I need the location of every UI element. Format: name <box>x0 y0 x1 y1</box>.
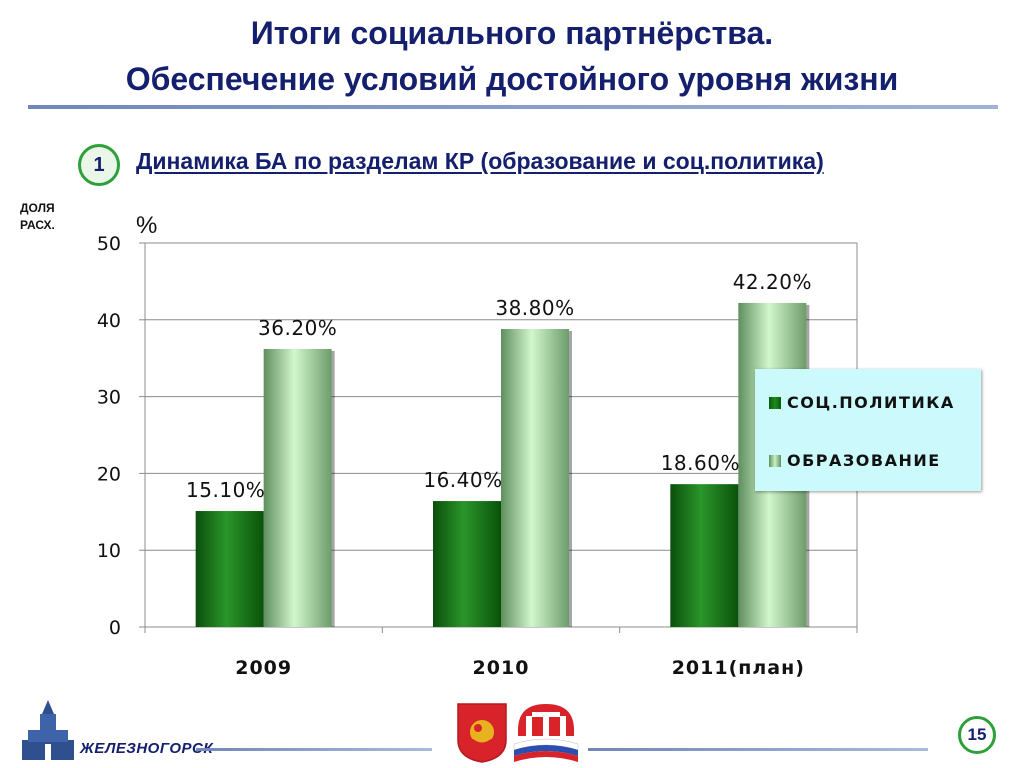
share-label-line2: РАСХ. <box>20 218 55 232</box>
y-tick-label: 0 <box>109 617 121 639</box>
data-label-soc-politika: 18.60% <box>661 451 740 475</box>
kremlin-tower-logo <box>22 700 74 760</box>
data-label-soc-politika: 16.40% <box>423 468 502 492</box>
y-tick-label: 30 <box>97 387 121 409</box>
legend-label-obrazovanie: ОБРАЗОВАНИЕ <box>787 451 941 470</box>
page-title-line1: Итоги социального партнёрства. <box>250 15 774 51</box>
city-name: ЖЕЛЕЗНОГОРСК <box>80 740 214 757</box>
data-label-soc-politika: 15.10% <box>186 478 265 502</box>
y-axis-unit: % <box>136 212 158 239</box>
legend-swatch-dark <box>769 397 781 409</box>
bar-soc-politika <box>195 511 264 627</box>
title-divider <box>28 105 998 109</box>
share-label-line1: ДОЛЯ <box>20 201 55 215</box>
page-number-badge: 15 <box>958 716 996 754</box>
x-category-label: 2011(план) <box>672 657 805 679</box>
section-title: Динамика БА по разделам КР (образование … <box>136 148 824 174</box>
legend-item-soc-politika: СОЦ.ПОЛИТИКА <box>769 393 955 412</box>
page-title-line2: Обеспечение условий достойного уровня жи… <box>125 61 899 97</box>
pension-fund-logo <box>513 704 579 762</box>
section-number-badge: 1 <box>78 144 120 186</box>
footer-line-left <box>196 748 432 751</box>
legend-label-soc-politika: СОЦ.ПОЛИТИКА <box>787 393 955 412</box>
data-label-obrazovanie: 38.80% <box>495 296 574 320</box>
tick-labels: 0 10 20 30 40 50 2009 2010 2011(план) <box>97 233 805 679</box>
footer-line-right <box>588 748 928 751</box>
y-tick-label: 20 <box>97 463 121 485</box>
coat-of-arms-logo <box>457 703 507 763</box>
x-category-label: 2009 <box>235 657 292 679</box>
chart-legend: СОЦ.ПОЛИТИКА ОБРАЗОВАНИЕ <box>755 369 981 491</box>
y-tick-label: 50 <box>97 233 121 255</box>
bar-obrazovanie <box>263 348 332 627</box>
data-label-obrazovanie: 42.20% <box>733 270 812 294</box>
bars <box>195 302 810 627</box>
bar-soc-politika <box>433 501 501 627</box>
share-label: ДОЛЯ РАСХ. <box>20 200 80 234</box>
legend-item-obrazovanie: ОБРАЗОВАНИЕ <box>769 451 941 470</box>
y-tick-label: 10 <box>97 540 121 562</box>
data-labels: 15.10% 36.20% 16.40% 38.80% 18.60% 42.20% <box>186 270 812 502</box>
data-label-obrazovanie: 36.20% <box>258 316 337 340</box>
bar-obrazovanie <box>501 329 569 627</box>
y-tick-label: 40 <box>97 310 121 332</box>
x-category-label: 2010 <box>473 657 530 679</box>
legend-swatch-light <box>769 455 781 467</box>
bar-soc-politika <box>670 484 739 627</box>
